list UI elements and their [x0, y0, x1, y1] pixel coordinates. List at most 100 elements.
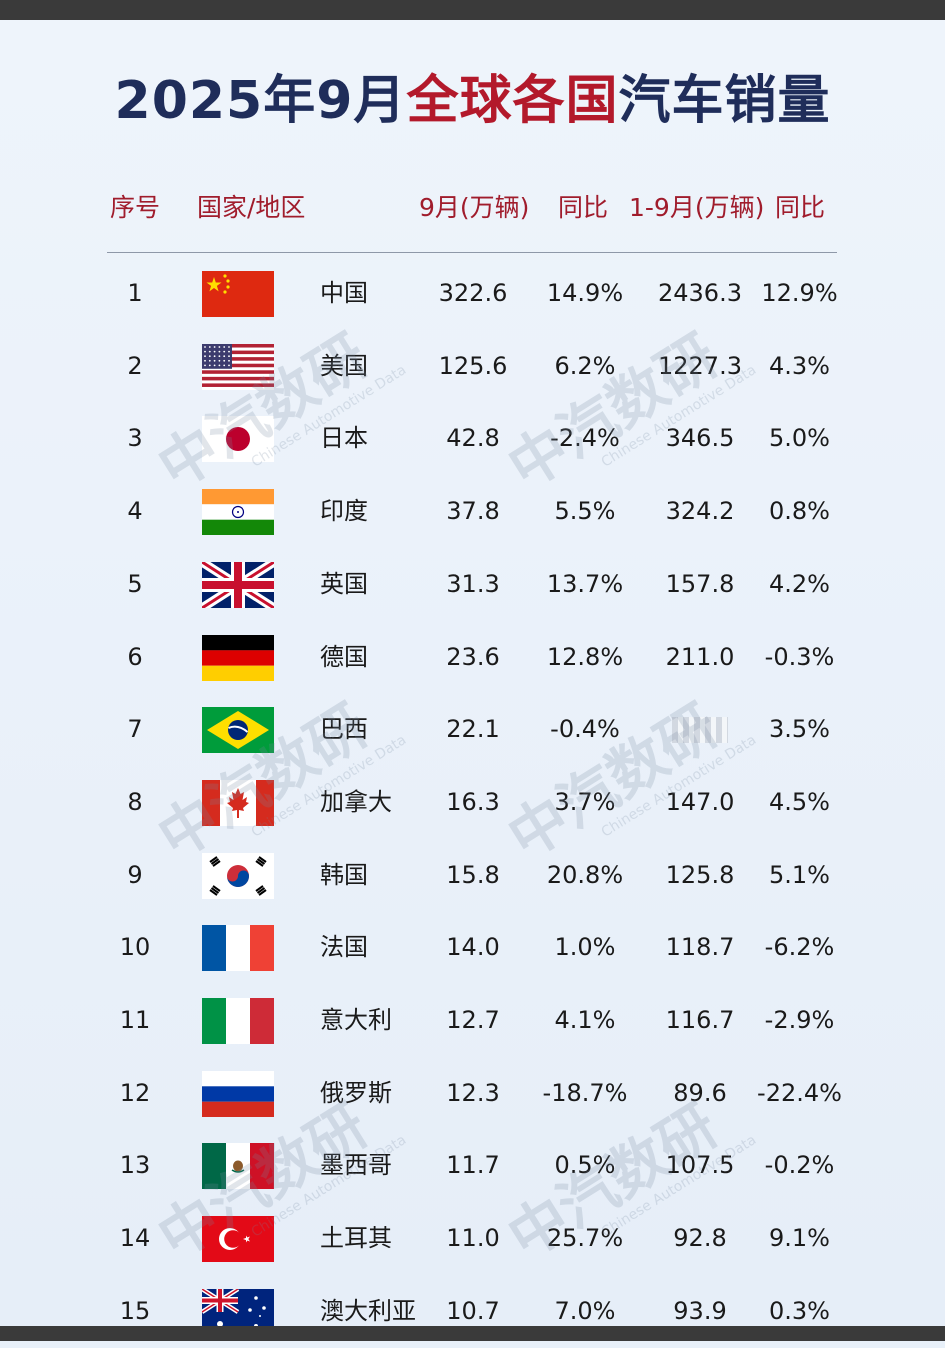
sep-yoy-cell: -2.4% — [550, 424, 620, 453]
ytd-yoy-cell: -0.3% — [764, 642, 835, 671]
table-row: 3 日本 42.8 -2.4% 346.5 5.0% — [0, 402, 945, 475]
table-row: 5 英国 31.3 13.7% 157.8 4.2% — [0, 548, 945, 621]
ytd-sales-cell: 92.8 — [673, 1224, 727, 1253]
sep-sales-cell: 10.7 — [446, 1296, 500, 1325]
ytd-sales-cell — [645, 693, 755, 766]
ytd-yoy-cell: 3.5% — [769, 715, 830, 744]
table-row: 1 中国 322.6 14.9% 2436.3 12.9% — [0, 257, 945, 330]
country-cell: 英国 — [320, 569, 368, 598]
turkey-flag-icon — [202, 1216, 274, 1263]
sep-yoy-cell: 3.7% — [554, 787, 616, 816]
ytd-yoy-cell: 9.1% — [769, 1224, 830, 1253]
sep-yoy-cell: 13.7% — [546, 569, 624, 598]
sep-sales-cell: 14.0 — [446, 933, 500, 962]
italy-flag-icon — [202, 998, 274, 1044]
header-yoy-ytd: 同比 — [775, 193, 826, 222]
sep-sales-cell: 22.1 — [446, 715, 500, 744]
rank-cell: 5 — [127, 569, 143, 598]
ytd-yoy-cell: 0.3% — [769, 1296, 830, 1325]
rank-cell: 15 — [119, 1296, 151, 1325]
sep-sales-cell: 11.0 — [446, 1224, 500, 1253]
russia-flag-icon — [202, 1070, 274, 1117]
table-row: 12 俄罗斯 12.3 -18.7% 89.6 -22.4% — [0, 1057, 945, 1130]
ytd-yoy-cell: -6.2% — [764, 933, 835, 962]
sep-yoy-cell: 6.2% — [554, 351, 616, 380]
rank-cell: 14 — [119, 1224, 151, 1253]
usa-flag-icon — [202, 343, 274, 390]
table-row: 9 韩国 15.8 20.8% 125.8 5.1% — [0, 839, 945, 912]
ytd-sales-cell: 107.5 — [665, 1151, 735, 1180]
sep-yoy-cell: 0.5% — [554, 1151, 616, 1180]
sep-sales-cell: 125.6 — [438, 351, 508, 380]
sep-yoy-cell: 1.0% — [554, 933, 616, 962]
sep-sales-cell: 23.6 — [446, 642, 500, 671]
ytd-yoy-cell: -0.2% — [764, 1151, 835, 1180]
header-sep-sales: 9月(万辆) — [419, 193, 530, 222]
table-row: 15 澳大利亚 10.7 7.0% 93.9 0.3% — [0, 1275, 945, 1348]
sep-yoy-cell: 25.7% — [546, 1224, 624, 1253]
korea-flag-icon — [202, 852, 274, 899]
title-date: 2025年9月 — [114, 71, 407, 131]
header-yoy-sep: 同比 — [558, 193, 609, 222]
ytd-sales-cell: 147.0 — [665, 787, 735, 816]
header-divider — [107, 252, 837, 253]
sep-sales-cell: 11.7 — [446, 1151, 500, 1180]
ytd-yoy-cell: -2.9% — [764, 1006, 835, 1034]
obscured-value — [672, 717, 728, 744]
ytd-yoy-cell: 12.9% — [761, 279, 838, 307]
china-flag-icon — [202, 271, 274, 317]
sep-sales-cell: 12.7 — [446, 1006, 500, 1034]
rank-cell: 11 — [119, 1006, 151, 1034]
sep-yoy-cell: 7.0% — [554, 1296, 616, 1325]
country-cell: 美国 — [320, 351, 368, 380]
title-subject: 汽车销量 — [618, 71, 831, 131]
sep-yoy-cell: -0.4% — [550, 715, 620, 744]
country-cell: 法国 — [320, 933, 368, 962]
header-ytd-sales: 1-9月(万辆) — [629, 193, 765, 222]
uk-flag-icon — [202, 561, 274, 608]
top-bar — [0, 0, 945, 20]
header-rank: 序号 — [110, 193, 161, 222]
table-row: 2 美国 125.6 6.2% 1227.3 4.3% — [0, 330, 945, 403]
table-row: 14 土耳其 11.0 25.7% 92.8 9.1% — [0, 1202, 945, 1275]
ytd-sales-cell: 346.5 — [665, 424, 735, 453]
india-flag-icon — [202, 489, 274, 536]
sep-yoy-cell: 12.8% — [546, 642, 624, 671]
rank-cell: 8 — [127, 787, 143, 816]
brazil-flag-icon — [202, 707, 274, 754]
sep-sales-cell: 16.3 — [446, 787, 500, 816]
sep-sales-cell: 37.8 — [446, 497, 500, 526]
ytd-yoy-cell: 4.2% — [769, 569, 830, 598]
sales-table-card: 2025年9月全球各国汽车销量 序号 国家/地区 9月(万辆) 同比 1-9月(… — [0, 20, 945, 1335]
rank-cell: 1 — [127, 279, 143, 307]
ytd-sales-cell: 324.2 — [665, 497, 735, 526]
ytd-yoy-cell: 5.1% — [769, 860, 830, 889]
country-cell: 日本 — [320, 424, 368, 453]
bottom-bar — [0, 1326, 945, 1341]
country-cell: 德国 — [320, 642, 368, 671]
rank-cell: 13 — [119, 1151, 151, 1180]
sep-sales-cell: 31.3 — [446, 569, 500, 598]
country-cell: 俄罗斯 — [320, 1078, 392, 1107]
japan-flag-icon — [202, 416, 274, 463]
table-row: 13 墨西哥 11.7 0.5% 107.5 -0.2% — [0, 1129, 945, 1202]
rank-cell: 12 — [119, 1078, 151, 1107]
table-row: 6 德国 23.6 12.8% 211.0 -0.3% — [0, 621, 945, 694]
ytd-sales-cell: 125.8 — [665, 860, 735, 889]
ytd-sales-cell: 116.7 — [665, 1006, 735, 1034]
country-cell: 墨西哥 — [320, 1151, 392, 1180]
country-cell: 韩国 — [320, 860, 368, 889]
title-highlight: 全球各国 — [406, 71, 619, 131]
rank-cell: 7 — [127, 715, 143, 744]
ytd-yoy-cell: 5.0% — [769, 424, 830, 453]
sep-yoy-cell: 14.9% — [546, 279, 624, 307]
ytd-sales-cell: 89.6 — [673, 1078, 727, 1107]
ytd-yoy-cell: -22.4% — [757, 1078, 842, 1107]
table-row: 10 法国 14.0 1.0% 118.7 -6.2% — [0, 911, 945, 984]
ytd-sales-cell: 211.0 — [665, 642, 735, 671]
ytd-yoy-cell: 4.5% — [769, 787, 830, 816]
country-cell: 澳大利亚 — [320, 1296, 416, 1325]
rank-cell: 2 — [127, 351, 143, 380]
france-flag-icon — [202, 925, 274, 972]
sep-sales-cell: 42.8 — [446, 424, 500, 453]
